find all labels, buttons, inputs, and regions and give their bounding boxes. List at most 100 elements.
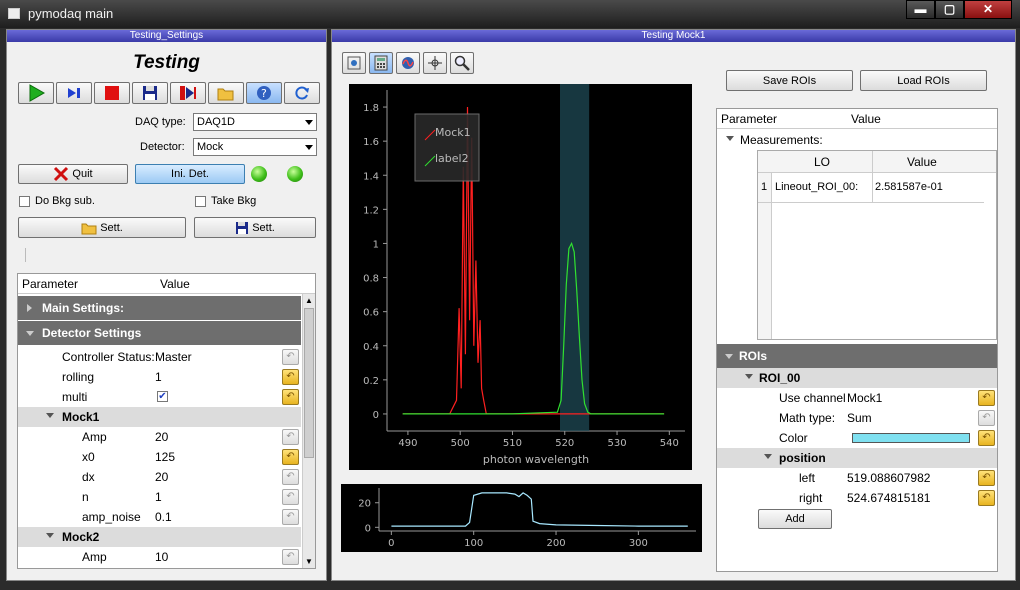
amp-value[interactable]: 20 xyxy=(155,430,169,444)
grab-button[interactable] xyxy=(18,82,54,104)
reset-icon[interactable]: ↶ xyxy=(282,549,299,565)
reset-icon[interactable]: ↶ xyxy=(978,490,995,506)
y-tick-label: 20 xyxy=(358,499,371,510)
left-label: left xyxy=(799,471,816,485)
column-value[interactable]: Value xyxy=(851,112,881,126)
take-bkg-checkbox[interactable] xyxy=(195,196,206,207)
n-value[interactable]: 1 xyxy=(155,490,162,504)
zoom-button[interactable] xyxy=(450,52,474,74)
refresh-button[interactable] xyxy=(284,82,320,104)
roi-button[interactable] xyxy=(396,52,420,74)
daq-type-select[interactable]: DAQ1D xyxy=(193,113,317,131)
add-label: Add xyxy=(785,513,805,525)
reset-icon[interactable]: ↶ xyxy=(978,390,995,406)
info-button[interactable]: ? xyxy=(246,82,282,104)
save-settings-button[interactable]: Sett. xyxy=(194,217,316,238)
chevron-down-icon[interactable] xyxy=(726,136,734,141)
chevron-down-icon[interactable] xyxy=(46,533,54,538)
right-value[interactable]: 524.674815181 xyxy=(847,491,931,505)
chevron-down-icon[interactable] xyxy=(745,374,753,379)
measurements-col-lo[interactable]: LO xyxy=(814,155,831,169)
multi-checkbox[interactable]: ✔ xyxy=(157,391,168,402)
load-settings-button[interactable]: Sett. xyxy=(18,217,186,238)
reset-icon[interactable]: ↶ xyxy=(282,509,299,525)
use-channel-value[interactable]: Mock1 xyxy=(847,391,883,405)
column-parameter[interactable]: Parameter xyxy=(721,112,778,126)
open-file-button[interactable] xyxy=(208,82,244,104)
reset-icon[interactable]: ↶ xyxy=(282,369,299,385)
reset-icon[interactable]: ↶ xyxy=(978,410,995,426)
chevron-down-icon[interactable] xyxy=(725,354,733,359)
param-row-dx: dx 20 ↶ xyxy=(18,467,301,487)
param-tree-scrollbar[interactable]: ▲ ▼ xyxy=(302,294,315,568)
minimize-button[interactable]: ▬ xyxy=(906,0,935,19)
group-detector-settings[interactable]: Detector Settings xyxy=(18,321,301,345)
x0-value[interactable]: 125 xyxy=(155,450,176,464)
legend-label: label2 xyxy=(435,152,469,165)
reset-icon[interactable]: ↶ xyxy=(282,429,299,445)
window-titlebar: pymodaq main ▬ ▢ ✕ xyxy=(0,0,1020,28)
math-type-value[interactable]: Sum xyxy=(847,411,872,425)
measure-button[interactable] xyxy=(369,52,393,74)
group-mock1[interactable]: Mock1 xyxy=(18,407,301,427)
chevron-down-icon[interactable] xyxy=(46,413,54,418)
maximize-button[interactable]: ▢ xyxy=(935,0,964,19)
save-current-button[interactable] xyxy=(170,82,206,104)
reset-icon[interactable]: ↶ xyxy=(282,489,299,505)
left-value[interactable]: 519.088607982 xyxy=(847,471,931,485)
group-roi-00[interactable]: ROI_00 xyxy=(717,368,997,388)
main-plot-canvas[interactable]: 0 0.2 0.4 0.6 0.8 1 1.2 1.4 1.6 1.8 490 500 510 520 53… xyxy=(349,84,692,470)
splitter-handle[interactable] xyxy=(25,248,26,262)
controller-status-label: Controller Status: xyxy=(62,350,155,364)
roi-tree: Parameter Value Measurements: LO Value 1… xyxy=(716,108,998,572)
scroll-up-icon[interactable]: ▲ xyxy=(305,296,313,305)
save-rois-button[interactable]: Save ROIs xyxy=(726,70,853,91)
group-position[interactable]: position xyxy=(717,448,997,468)
main-plot[interactable]: 0 0.2 0.4 0.6 0.8 1 1.2 1.4 1.6 1.8 490 500 510 520 53… xyxy=(349,84,692,470)
amp2-value[interactable]: 10 xyxy=(155,550,169,564)
ini-det-button[interactable]: Ini. Det. xyxy=(135,164,245,184)
do-bkg-checkbox[interactable] xyxy=(19,196,30,207)
lineout-plot[interactable]: 0 20 0 100 200 300 xyxy=(341,484,702,552)
color-swatch[interactable] xyxy=(852,433,970,443)
chevron-right-icon[interactable] xyxy=(27,304,32,312)
load-rois-button[interactable]: Load ROIs xyxy=(860,70,987,91)
amp-noise-value[interactable]: 0.1 xyxy=(155,510,172,524)
group-rois[interactable]: ROIs xyxy=(717,344,997,368)
param-row-x0: x0 125 ↶ xyxy=(18,447,301,467)
crosshair-button[interactable] xyxy=(423,52,447,74)
single-shot-button[interactable] xyxy=(56,82,92,104)
legend-swatch xyxy=(424,129,436,141)
column-value[interactable]: Value xyxy=(160,277,190,291)
reset-icon[interactable]: ↶ xyxy=(978,430,995,446)
reset-icon[interactable]: ↶ xyxy=(282,469,299,485)
zoom-fit-button[interactable] xyxy=(342,52,366,74)
chevron-down-icon[interactable] xyxy=(764,454,772,459)
reset-icon[interactable]: ↶ xyxy=(282,349,299,365)
stop-button[interactable] xyxy=(94,82,130,104)
settings-dock-header[interactable]: Testing_Settings xyxy=(7,30,326,42)
save-button[interactable] xyxy=(132,82,168,104)
reset-icon[interactable]: ↶ xyxy=(978,470,995,486)
reset-icon[interactable]: ↶ xyxy=(282,449,299,465)
column-divider xyxy=(872,151,873,173)
group-mock2[interactable]: Mock2 xyxy=(18,527,301,547)
reset-icon[interactable]: ↶ xyxy=(282,389,299,405)
measurements-row-1[interactable]: 1 Lineout_ROI_00: 2.581587e-01 xyxy=(758,173,984,203)
add-roi-button[interactable]: Add xyxy=(758,509,832,529)
dx-value[interactable]: 20 xyxy=(155,470,169,484)
rolling-value[interactable]: 1 xyxy=(155,370,162,384)
roi-row-use-channel: Use channel Mock1 ↶ xyxy=(717,388,997,408)
viewer-dock-header[interactable]: Testing Mock1 xyxy=(332,30,1015,42)
quit-button[interactable]: Quit xyxy=(18,164,128,184)
detector-select[interactable]: Mock xyxy=(193,138,317,156)
scroll-thumb[interactable] xyxy=(304,308,314,458)
column-parameter[interactable]: Parameter xyxy=(22,277,79,291)
chevron-down-icon[interactable] xyxy=(26,331,34,336)
measurements-col-value[interactable]: Value xyxy=(907,155,937,169)
measurements-label: Measurements: xyxy=(740,133,823,147)
scroll-down-icon[interactable]: ▼ xyxy=(305,557,313,566)
close-button[interactable]: ✕ xyxy=(964,0,1012,19)
group-main-settings[interactable]: Main Settings: xyxy=(18,296,301,320)
